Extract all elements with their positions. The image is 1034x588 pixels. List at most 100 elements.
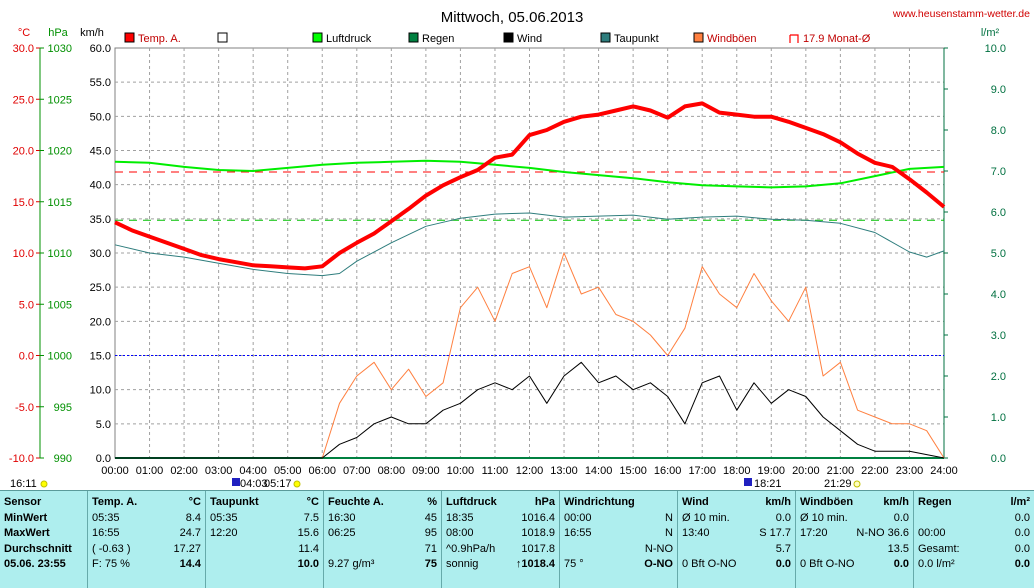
rain-total: 0.0 (1014, 542, 1030, 555)
x-tick-label: 00:00 (101, 465, 129, 477)
press-tick-label: 1010 (48, 248, 72, 260)
stats-col-sensor: Sensor MinWert MaxWert Durchschnitt 05.0… (0, 491, 88, 588)
x-tick-label: 16:00 (654, 465, 682, 477)
website-label: www.heusenstamm-wetter.de (892, 8, 1030, 20)
press-tick-label: 1015 (48, 197, 72, 209)
series-gusts (115, 252, 945, 459)
wind-unit-label: km/h (80, 27, 104, 39)
legend-swatch (312, 32, 323, 43)
winddir-min: N (665, 511, 673, 524)
gust-avg: 13.5 (887, 542, 909, 555)
dew-max: 15.6 (297, 527, 319, 540)
wind-bft: 0 Bft O-NO (682, 558, 737, 571)
gust-bft: 0 Bft O-NO (800, 558, 855, 571)
stats-row-label: MaxWert (4, 527, 50, 540)
temp-unit-label: °C (18, 27, 30, 39)
legend-label: Taupunkt (614, 33, 659, 45)
axes: 00:00 01:00 02:00 03:00 04:00 05:00 06:00 07:00… (9, 27, 1006, 477)
x-tick-label: 04:00 (239, 465, 267, 477)
temp-avg: 17.27 (173, 542, 201, 555)
temp-min: 8.4 (185, 511, 201, 524)
press-tick-label: 990 (54, 453, 72, 465)
rain-tick-label: 10.0 (985, 43, 1006, 55)
wind-header: Wind (682, 496, 709, 508)
sun-mark-label: 05:17 (264, 478, 292, 490)
wind-tick-label: 60.0 (90, 43, 111, 55)
temp-avg-dev: ( -0.63 ) (92, 542, 131, 555)
series-pressure (114, 159, 945, 189)
rain-tick-label: 6.0 (991, 207, 1006, 219)
wind-tick-label: 55.0 (90, 77, 111, 89)
hum-min: 45 (424, 511, 437, 524)
legend: Temp. A. Luftdruck Regen Wind Taupunkt Windbö… (124, 32, 871, 45)
x-tick-label: 10:00 (447, 465, 475, 477)
press-trend: ^0.9hPa/h (446, 542, 496, 555)
winddir-degrees: 75 ° (564, 558, 584, 571)
x-tick-label: 11:00 (482, 465, 509, 477)
gust-current: 0.0 (893, 558, 909, 571)
press-tick-label: 1005 (48, 299, 72, 311)
temp-current: 14.4 (179, 558, 201, 571)
legend-swatch (600, 32, 611, 43)
grid (114, 47, 945, 459)
stats-col-pressure: Luftdruck hPa 18:35 1016.4 08:00 1018.9 ^0.… (442, 491, 560, 588)
x-tick-label: 23:00 (896, 465, 924, 477)
legend-label: 17.9 Monat-Ø (803, 33, 871, 45)
x-tick-label: 19:00 (758, 465, 786, 477)
hum-abs: 9.27 g/m³ (328, 558, 375, 571)
x-tick-label: 14:00 (585, 465, 613, 477)
sunset-mark-label: 21:29 (824, 478, 852, 490)
stats-col-dew: Taupunkt °C 05:35 7.5 12:20 15.6 11.4 10.0 (206, 491, 324, 588)
temp-tick-label: 25.0 (13, 94, 34, 106)
rain-tick-label: 0.0 (991, 453, 1006, 465)
rain-tick-label: 5.0 (991, 248, 1006, 260)
winddir-max: N (665, 527, 673, 540)
sunset-icon (853, 480, 861, 488)
wind-min-label: Ø 10 min. (682, 511, 730, 524)
legend-label: Windböen (707, 33, 757, 45)
rain-tick-label: 9.0 (991, 84, 1006, 96)
stats-col-humidity: Feuchte A.% 16:30 45 06:25 95 71 9.27 g/m³… (324, 491, 442, 588)
wind-tick-label: 25.0 (90, 282, 111, 294)
x-tick-label: 01:00 (136, 465, 164, 477)
gust-unit: km/h (883, 496, 909, 508)
temp-tick-label: 10.0 (13, 248, 34, 260)
rain-row2-label: 00:00 (918, 527, 946, 540)
rain-tick-label: 1.0 (991, 412, 1006, 424)
rain-current-label: 0.0 l/m² (918, 558, 955, 571)
wind-tick-label: 5.0 (96, 419, 111, 431)
stats-row-label: MinWert (4, 511, 48, 524)
x-tick-label: 22:00 (861, 465, 889, 477)
press-max: 1018.9 (521, 527, 555, 540)
legend-swatch (217, 32, 228, 43)
legend-label: Luftdruck (326, 33, 372, 45)
legend-swatch (789, 34, 799, 43)
rain-row2: 0.0 (1014, 527, 1030, 540)
temp-tick-label: 5.0 (19, 299, 34, 311)
gust-min: 0.0 (893, 511, 909, 524)
x-tick-label: 02:00 (170, 465, 198, 477)
temp-tick-label: -5.0 (15, 402, 34, 414)
sun-icon (40, 480, 48, 488)
winddir-min-time: 00:00 (564, 511, 592, 524)
legend-swatch (693, 32, 704, 43)
weather-chart: Mittwoch, 05.06.2013 www.heusenstamm-wet… (9, 8, 1030, 490)
hum-current: 75 (424, 558, 437, 571)
winddir-current: O-NO (644, 558, 673, 571)
press-min: 1016.4 (521, 511, 555, 524)
wind-tick-label: 45.0 (90, 146, 111, 158)
dew-avg: 11.4 (298, 542, 319, 555)
stats-row-label: Durchschnitt (4, 542, 72, 555)
wind-unit: km/h (765, 496, 791, 508)
gust-header: Windböen (800, 496, 854, 508)
dew-header: Taupunkt (210, 496, 259, 508)
series-temperature (114, 101, 946, 271)
series-dewpoint (114, 212, 945, 277)
x-tick-label: 09:00 (412, 465, 440, 477)
stats-col-gust: Windböen km/h Ø 10 min. 0.0 17:20 N-NO 36.6… (796, 491, 914, 588)
temp-tick-label: 30.0 (13, 43, 34, 55)
rain-tick-label: 2.0 (991, 371, 1006, 383)
hum-unit: % (427, 496, 437, 508)
press-unit: hPa (534, 496, 555, 508)
winddir-max-time: 16:55 (564, 527, 592, 540)
